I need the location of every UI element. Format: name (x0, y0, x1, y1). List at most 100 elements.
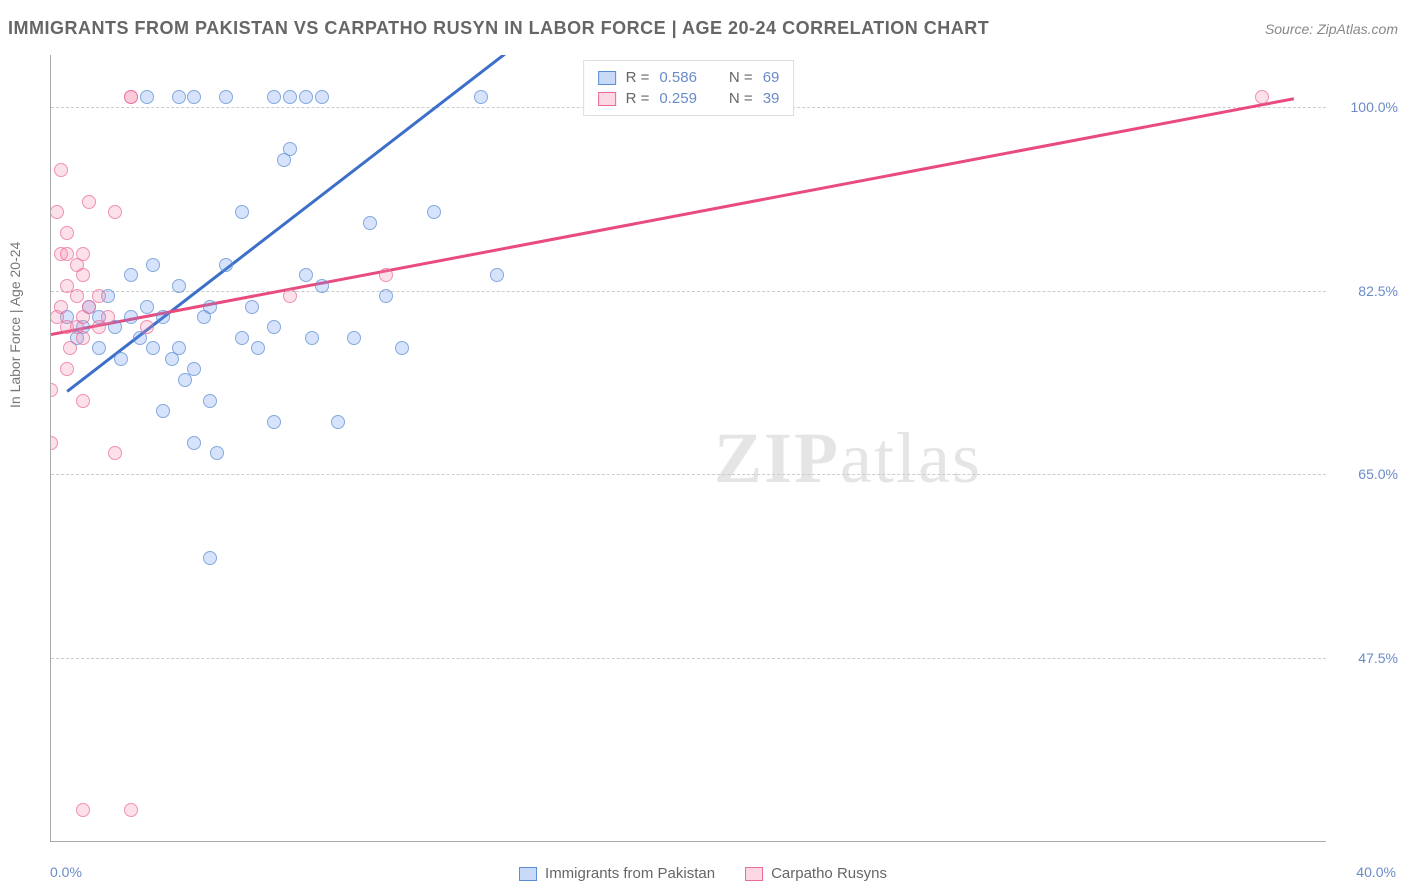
data-point (363, 216, 377, 230)
data-point (54, 300, 68, 314)
x-tick (1007, 841, 1008, 842)
n-label: N = (729, 90, 753, 107)
data-point (427, 205, 441, 219)
data-point (82, 195, 96, 209)
data-point (235, 331, 249, 345)
data-point (283, 90, 297, 104)
data-point (187, 436, 201, 450)
data-point (76, 803, 90, 817)
data-point (146, 258, 160, 272)
y-tick-label: 82.5% (1358, 283, 1398, 299)
y-tick-label: 65.0% (1358, 466, 1398, 482)
x-tick (689, 841, 690, 842)
data-point (347, 331, 361, 345)
data-point (1255, 90, 1269, 104)
data-point (283, 142, 297, 156)
data-point (124, 90, 138, 104)
data-point (379, 268, 393, 282)
data-point (156, 404, 170, 418)
x-tick-max: 40.0% (1356, 864, 1396, 880)
data-point (146, 341, 160, 355)
data-point (63, 341, 77, 355)
title-bar: IMMIGRANTS FROM PAKISTAN VS CARPATHO RUS… (8, 18, 1398, 39)
data-point (108, 446, 122, 460)
x-tick (370, 841, 371, 842)
data-point (379, 289, 393, 303)
r-label: R = (626, 69, 650, 86)
gridline-h (51, 291, 1326, 292)
data-point (251, 341, 265, 355)
data-point (474, 90, 488, 104)
legend-label: Immigrants from Pakistan (545, 865, 715, 882)
x-tick-min: 0.0% (50, 864, 82, 880)
data-point (172, 90, 186, 104)
n-label: N = (729, 69, 753, 86)
data-point (172, 279, 186, 293)
data-point (50, 383, 58, 397)
swatch-pink-icon (745, 867, 763, 881)
swatch-pink-icon (598, 92, 616, 106)
swatch-blue-icon (598, 71, 616, 85)
data-point (299, 90, 313, 104)
gridline-h (51, 658, 1326, 659)
y-tick-label: 47.5% (1358, 650, 1398, 666)
data-point (140, 320, 154, 334)
data-point (395, 341, 409, 355)
data-point (203, 394, 217, 408)
data-point (140, 300, 154, 314)
data-point (108, 205, 122, 219)
data-point (267, 90, 281, 104)
y-axis-label: In Labor Force | Age 20-24 (7, 242, 23, 408)
legend-label: Carpatho Rusyns (771, 865, 887, 882)
data-point (315, 279, 329, 293)
source-label: Source: ZipAtlas.com (1265, 21, 1398, 37)
data-point (156, 310, 170, 324)
data-point (70, 289, 84, 303)
data-point (50, 205, 64, 219)
data-point (299, 268, 313, 282)
data-point (60, 226, 74, 240)
n-value: 69 (763, 69, 780, 86)
legend-item-rusyn: Carpatho Rusyns (745, 865, 887, 882)
data-point (92, 289, 106, 303)
data-point (114, 352, 128, 366)
data-point (92, 341, 106, 355)
data-point (124, 268, 138, 282)
data-point (60, 362, 74, 376)
legend-row-pink: R = 0.259 N = 39 (598, 88, 780, 109)
data-point (76, 331, 90, 345)
data-point (245, 300, 259, 314)
data-point (219, 258, 233, 272)
y-tick-label: 100.0% (1351, 99, 1398, 115)
data-point (331, 415, 345, 429)
data-point (124, 803, 138, 817)
data-point (219, 90, 233, 104)
data-point (172, 341, 186, 355)
data-point (187, 362, 201, 376)
data-point (305, 331, 319, 345)
swatch-blue-icon (519, 867, 537, 881)
data-point (76, 247, 90, 261)
gridline-h (51, 474, 1326, 475)
data-point (124, 310, 138, 324)
data-point (490, 268, 504, 282)
data-point (203, 300, 217, 314)
r-value: 0.586 (659, 69, 697, 86)
data-point (203, 551, 217, 565)
plot-area: R = 0.586 N = 69 R = 0.259 N = 39 ZIPatl… (50, 55, 1326, 842)
watermark: ZIPatlas (714, 417, 982, 500)
legend-row-blue: R = 0.586 N = 69 (598, 67, 780, 88)
legend-item-pakistan: Immigrants from Pakistan (519, 865, 715, 882)
r-label: R = (626, 90, 650, 107)
data-point (187, 90, 201, 104)
data-point (235, 205, 249, 219)
data-point (76, 268, 90, 282)
data-point (76, 394, 90, 408)
data-point (315, 90, 329, 104)
data-point (140, 90, 154, 104)
data-point (267, 415, 281, 429)
r-value: 0.259 (659, 90, 697, 107)
data-point (210, 446, 224, 460)
data-point (50, 436, 58, 450)
data-point (283, 289, 297, 303)
